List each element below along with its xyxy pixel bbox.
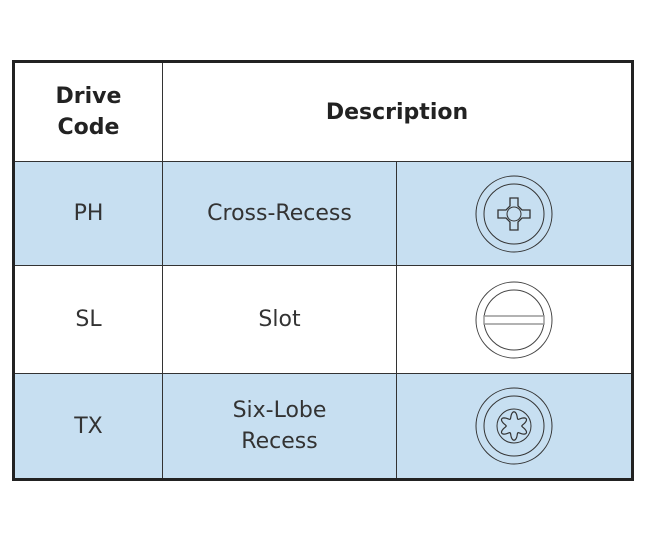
- icon-cell: [396, 373, 633, 480]
- description-cell: Cross-Recess: [162, 161, 397, 266]
- drive-code-table: Drive Code Description PH Cross-Recess S…: [12, 60, 634, 481]
- torx-drive-icon: [475, 387, 553, 465]
- header-row: Drive Code Description: [13, 61, 633, 162]
- table-row: SL Slot: [13, 265, 633, 374]
- description-cell: Slot: [162, 265, 397, 374]
- icon-cell: [396, 161, 633, 266]
- table-row: TX Six-Lobe Recess: [13, 373, 633, 480]
- drive-code-cell: TX: [13, 373, 163, 480]
- description-cell: Six-Lobe Recess: [162, 373, 397, 480]
- description-text: Six-Lobe Recess: [232, 398, 327, 454]
- icon-cell: [396, 265, 633, 374]
- table-row: PH Cross-Recess: [13, 161, 633, 266]
- drive-code-heading: Drive Code: [55, 84, 122, 140]
- drive-code-cell: SL: [13, 265, 163, 374]
- header-description: Description: [162, 61, 633, 162]
- drive-code-cell: PH: [13, 161, 163, 266]
- slotted-drive-icon: [475, 281, 553, 358]
- phillips-drive-icon: [475, 175, 553, 252]
- header-drive-code: Drive Code: [13, 61, 163, 162]
